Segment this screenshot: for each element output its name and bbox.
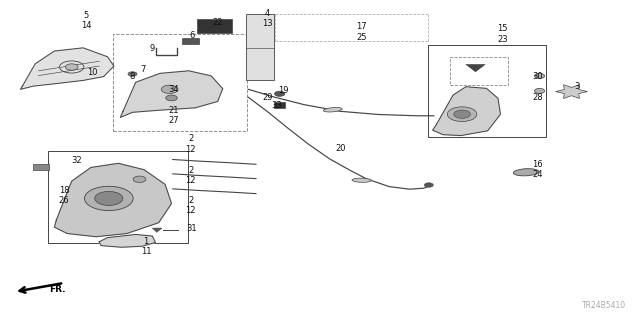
Text: 29: 29 bbox=[262, 93, 273, 102]
Circle shape bbox=[95, 191, 123, 205]
Circle shape bbox=[133, 176, 146, 182]
Polygon shape bbox=[54, 163, 172, 237]
Bar bbox=[182, 38, 199, 44]
Circle shape bbox=[166, 95, 177, 101]
Circle shape bbox=[161, 85, 178, 93]
Text: TR24B5410: TR24B5410 bbox=[582, 301, 626, 310]
Text: 1
11: 1 11 bbox=[141, 237, 151, 256]
Bar bbox=[113, 34, 247, 131]
Bar bbox=[450, 57, 508, 85]
Bar bbox=[274, 102, 285, 108]
Circle shape bbox=[424, 183, 433, 187]
Polygon shape bbox=[99, 234, 156, 247]
Ellipse shape bbox=[323, 108, 342, 112]
Circle shape bbox=[447, 107, 477, 122]
Text: 34: 34 bbox=[169, 85, 179, 94]
Text: 30: 30 bbox=[532, 72, 543, 81]
Bar bbox=[33, 164, 49, 170]
Circle shape bbox=[275, 91, 285, 96]
Text: 16
24: 16 24 bbox=[532, 160, 543, 179]
Text: 7: 7 bbox=[140, 65, 145, 74]
Ellipse shape bbox=[352, 178, 371, 182]
Text: 2
12: 2 12 bbox=[186, 196, 196, 215]
Polygon shape bbox=[466, 64, 485, 72]
Polygon shape bbox=[433, 87, 500, 136]
Text: 6: 6 bbox=[189, 31, 195, 40]
Text: 33: 33 bbox=[272, 101, 282, 110]
Bar bbox=[48, 151, 188, 243]
Text: 19: 19 bbox=[278, 86, 289, 95]
Text: 10: 10 bbox=[88, 68, 98, 77]
Bar bbox=[428, 45, 546, 137]
Circle shape bbox=[454, 110, 470, 118]
Text: 4
13: 4 13 bbox=[262, 9, 273, 28]
Text: 2
12: 2 12 bbox=[186, 135, 196, 154]
Polygon shape bbox=[556, 85, 588, 99]
Polygon shape bbox=[120, 71, 223, 117]
Text: 8: 8 bbox=[130, 72, 135, 81]
Text: 31: 31 bbox=[187, 224, 197, 233]
Circle shape bbox=[534, 88, 545, 93]
Ellipse shape bbox=[513, 169, 539, 176]
Text: 15
23: 15 23 bbox=[497, 25, 508, 44]
Bar bbox=[197, 19, 232, 33]
Circle shape bbox=[534, 73, 545, 78]
Circle shape bbox=[128, 72, 137, 76]
Text: 17
25: 17 25 bbox=[356, 22, 367, 41]
Text: 22: 22 bbox=[212, 18, 223, 27]
Text: 21
27: 21 27 bbox=[169, 106, 179, 125]
Text: 5
14: 5 14 bbox=[81, 11, 92, 30]
Circle shape bbox=[84, 186, 133, 211]
Polygon shape bbox=[152, 228, 162, 232]
Text: 20: 20 bbox=[335, 145, 346, 153]
Text: 18
26: 18 26 bbox=[59, 186, 69, 205]
Text: 2
12: 2 12 bbox=[186, 166, 196, 185]
Polygon shape bbox=[20, 48, 114, 89]
Text: 32: 32 bbox=[72, 156, 82, 165]
Bar bbox=[246, 14, 274, 80]
Text: 3: 3 bbox=[575, 82, 580, 91]
Circle shape bbox=[65, 64, 78, 70]
Text: 9: 9 bbox=[150, 44, 155, 53]
Text: FR.: FR. bbox=[49, 285, 65, 294]
Text: 28: 28 bbox=[532, 93, 543, 102]
